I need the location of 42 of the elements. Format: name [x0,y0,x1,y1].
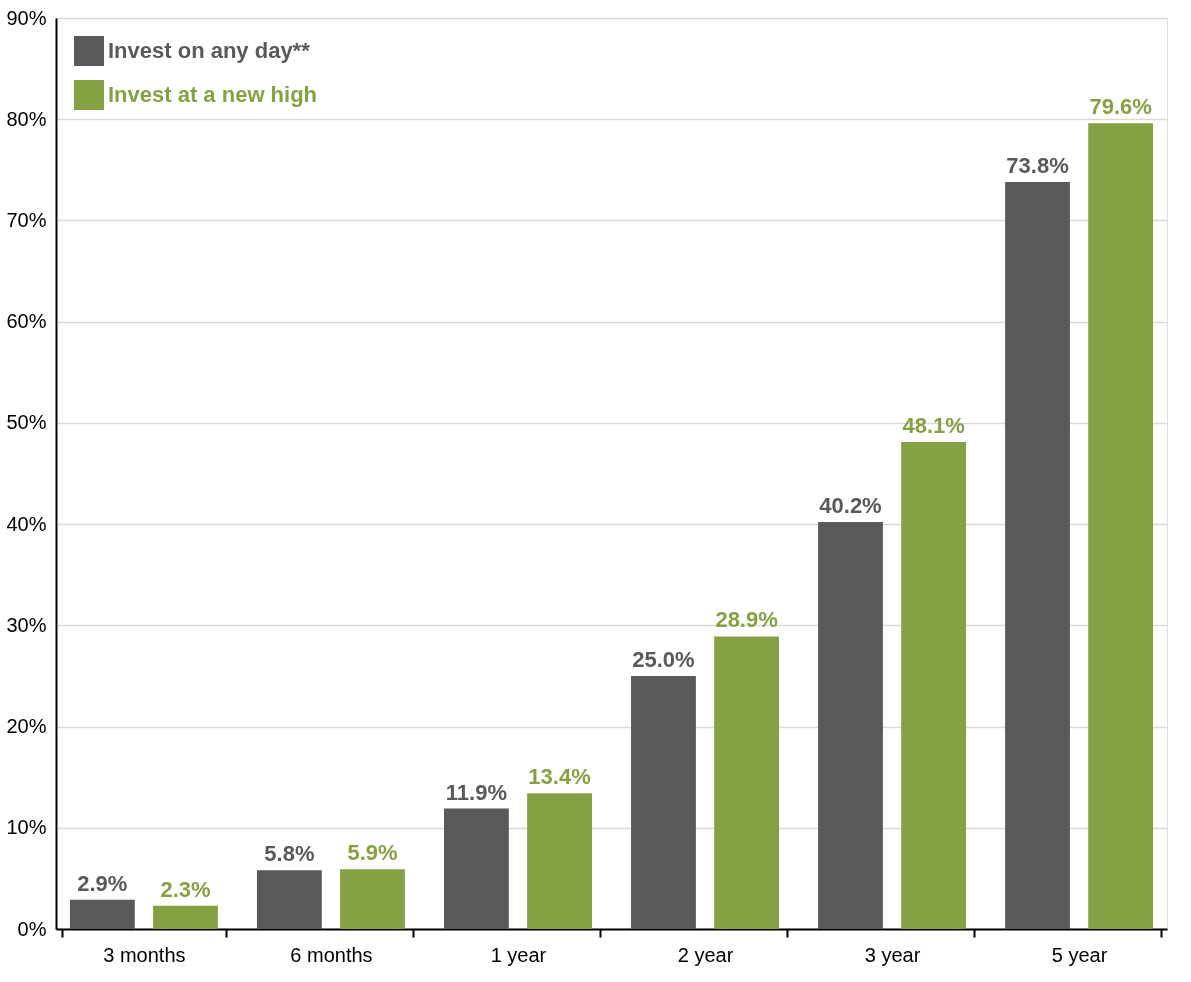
bar [631,675,696,929]
bar [444,808,509,929]
bar [1005,181,1070,929]
data-label: 25.0% [632,646,695,672]
y-tick-label: 10% [6,816,47,839]
data-label: 13.4% [528,764,591,790]
bar [69,899,135,929]
data-label: 40.2% [819,493,882,519]
data-label: 48.1% [902,413,965,439]
y-tick-label: 60% [6,310,47,333]
data-label: 2.9% [77,870,128,896]
y-tick-label: 70% [6,208,47,231]
bar [153,905,218,929]
y-tick-label: 80% [6,107,47,130]
bar [1088,123,1154,929]
bar [527,793,592,929]
data-label: 5.9% [347,840,398,866]
bar [818,522,883,929]
y-tick-label: 20% [6,715,47,738]
y-tick-label: 40% [6,512,47,535]
x-tick-label: 6 months [290,943,373,966]
data-label: 11.9% [445,779,507,805]
data-label: 28.9% [715,607,778,633]
x-tick-label: 5 year [1051,943,1108,966]
data-label: 5.8% [264,841,315,867]
x-tick-label: 1 year [490,943,547,966]
bar [714,636,779,929]
y-tick-label: 90% [6,6,47,29]
x-tick-label: 3 year [864,943,921,966]
bar [340,869,405,929]
bar [256,870,322,929]
legend-label: Invest on any day** [108,38,311,63]
bar [901,442,967,929]
x-tick-label: 2 year [677,943,734,966]
legend-label: Invest at a new high [108,82,318,107]
x-tick-label: 3 months [103,943,186,966]
y-tick-label: 0% [17,917,47,940]
data-label: 79.6% [1089,94,1152,120]
y-tick-label: 50% [6,411,47,434]
data-label: 2.3% [160,876,211,902]
y-tick-label: 30% [6,613,47,636]
data-label: 73.8% [1006,152,1069,178]
